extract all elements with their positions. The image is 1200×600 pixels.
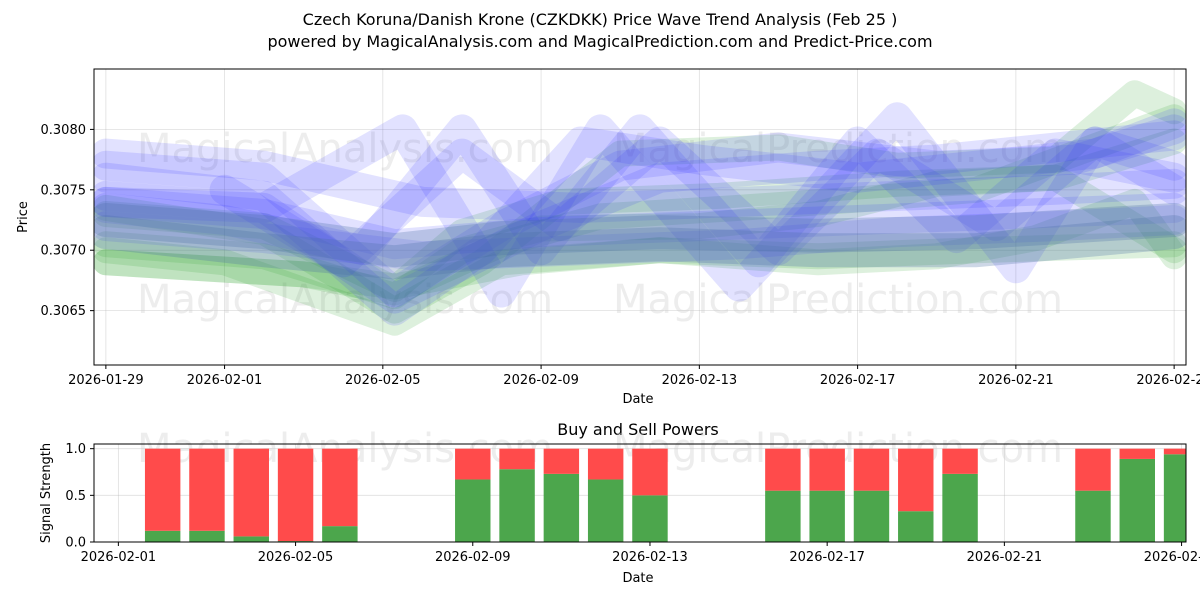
price-x-tick-label: 2026-02-09 [503,373,579,388]
price-x-tick-label: 2026-02-05 [345,373,421,388]
bar-x-axis-label: Date [622,571,653,586]
bar-y-tick-label: 1.0 [65,442,86,457]
watermark-analysis-bottom: MagicalAnalysis.com [137,277,553,323]
blue-band-4 [94,120,1186,314]
buy-sell-chart: Buy and Sell Powers MagicalAnalysis.com … [39,420,1200,586]
sell-bar [499,448,535,470]
buy-bar [499,469,535,542]
price-y-tick-label: 0.3065 [41,304,87,319]
buy-bar [809,490,845,542]
bar-y-axis-label: Signal Strength [39,443,54,543]
chart-title-line2: powered by MagicalAnalysis.com and Magic… [267,32,932,51]
sell-bar [587,448,624,480]
bar-x-tick-label: 2026-02-09 [435,550,511,565]
bar-x-tick-label: 2026-02-05 [258,550,334,565]
price-x-ticks: 2026-01-29 2026-02-01 2026-02-05 2026-02-09… [68,365,1200,388]
watermark-analysis-top: MagicalAnalysis.com [137,126,553,172]
buy-bar [632,495,668,542]
steel-band-2 [94,203,1186,268]
price-x-tick-label: 2026-02-13 [662,373,738,388]
chart-title-line1: Czech Koruna/Danish Krone (CZKDKK) Price… [303,10,898,29]
price-x-tick-label: 2026-02-21 [978,373,1054,388]
green-band-6 [94,231,1186,300]
buy-bar [233,536,269,542]
price-grid [94,69,1186,365]
bar-x-tick-label: 2026-02-21 [967,550,1043,565]
sell-bar [144,448,181,531]
buy-bar [322,526,358,542]
buy-bar [853,490,890,542]
price-x-tick-label: 2026-02-01 [187,373,263,388]
bar-x-tick-label: 2026-02-17 [789,550,865,565]
buy-bar [543,473,580,542]
watermark-prediction-bottom: MagicalPrediction.com [613,277,1063,323]
sell-bar [942,448,978,474]
bar-y-tick-label: 0.5 [65,489,86,504]
bar-x-tick-label: 2026-02-25 [1144,550,1200,565]
sell-bar [809,448,845,491]
buy-bar [1075,490,1111,542]
buy-bar [898,511,934,542]
blue-band-2 [94,114,1186,308]
sell-bar [322,448,358,527]
sell-bar [632,448,668,496]
sell-bar [853,448,890,491]
blue-band-5 [94,186,1186,260]
price-y-axis-label: Price [16,201,31,233]
price-axes-frame [93,68,1187,366]
blue-wave-2 [94,114,1186,278]
bar-y-tick-label: 0.0 [65,536,86,551]
blue-band-1 [94,138,1186,223]
buy-bar [144,530,181,542]
sell-bar [543,448,580,474]
bar-x-tick-label: 2026-02-01 [81,550,157,565]
price-bands [94,80,1186,336]
blue-wave-1 [94,102,1186,308]
bar-x-tick-label: 2026-02-13 [612,550,688,565]
sell-bar [1075,448,1111,491]
blue-wave-3 [209,126,1186,278]
sell-bar [765,448,801,491]
sell-bar [277,448,314,542]
price-chart: MagicalAnalysis.com MagicalPrediction.co… [16,68,1200,407]
buy-bar [189,530,225,542]
green-band-5 [94,80,1186,324]
sell-bar [189,448,225,531]
green-band-1 [94,164,1186,310]
sell-bar [455,448,491,480]
buy-bar [765,490,801,542]
price-y-ticks: 0.3065 0.3070 0.3075 0.3080 [41,123,94,319]
sell-bar [898,448,934,512]
bar-x-ticks: 2026-02-01 2026-02-05 2026-02-09 2026-02-13… [81,542,1200,565]
blue-band-3 [94,108,1186,326]
price-y-tick-label: 0.3075 [41,183,87,198]
price-x-tick-label: 2026-02-25 [1136,373,1200,388]
price-y-tick-label: 0.3080 [41,123,87,138]
price-x-tick-label: 2026-02-17 [820,373,896,388]
buy-bar [587,479,624,542]
green-band-2 [94,104,1186,306]
price-x-axis-label: Date [622,392,653,407]
bar-y-ticks: 0.0 0.5 1.0 [65,442,94,551]
buy-bar [455,479,491,542]
buy-bar [942,473,978,542]
buy-bar [1119,458,1155,542]
steel-band-1 [94,215,1186,280]
sell-bar [1119,448,1155,459]
price-y-tick-label: 0.3070 [41,244,87,259]
bar-axes-frame [93,443,1187,543]
bar-marks [144,448,1186,542]
watermark-prediction-top: MagicalPrediction.com [613,126,1063,172]
blue-band-6 [94,205,1186,272]
green-band-4 [94,188,1186,336]
sell-bar [233,448,269,537]
sell-bar [1163,448,1186,455]
bar-chart-title: Buy and Sell Powers [557,420,719,439]
buy-bar [1163,454,1186,542]
price-x-tick-label: 2026-01-29 [68,373,144,388]
green-band-3 [94,128,1186,302]
